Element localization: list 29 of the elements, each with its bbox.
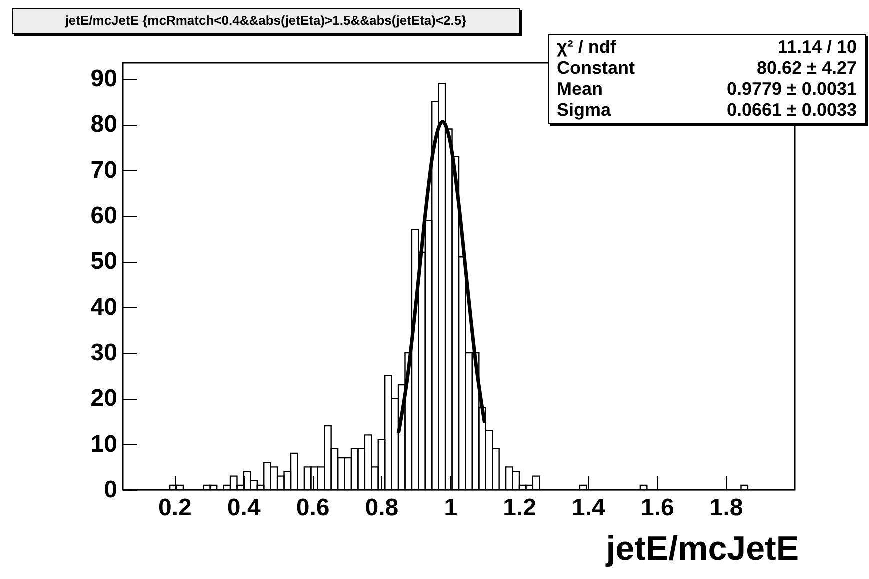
x-tick-label: 1.6 bbox=[640, 494, 674, 522]
y-tick-label: 90 bbox=[90, 65, 118, 92]
annotation: Constant bbox=[557, 58, 636, 79]
x-tick-label: 1.4 bbox=[572, 494, 606, 522]
y-tick-label: 60 bbox=[90, 202, 118, 230]
y-tick-label: 40 bbox=[90, 294, 118, 321]
x-tick-label: 0.2 bbox=[158, 494, 192, 522]
x-tick-label: 1.2 bbox=[503, 494, 536, 522]
x-tick-label: 1 bbox=[444, 494, 458, 522]
y-tick-label: 30 bbox=[90, 339, 118, 366]
annotation: Sigma bbox=[557, 100, 612, 121]
x-tick-label: 0.8 bbox=[365, 494, 399, 522]
y-tick-label: 70 bbox=[90, 156, 118, 184]
text: 11.14 / 10 bbox=[776, 37, 857, 58]
x-tick-label: 0.6 bbox=[296, 494, 330, 522]
x-tick-label: 1.8 bbox=[710, 494, 744, 522]
x-tick-label: 0.4 bbox=[227, 494, 262, 522]
x-axis-title: jetE/mcJetE bbox=[606, 530, 799, 569]
y-tick-label: 10 bbox=[90, 430, 118, 458]
y-tick-label: 20 bbox=[90, 385, 118, 412]
annotation: 0.9779 ± 0.0031 bbox=[726, 79, 857, 100]
y-tick-label: 0 bbox=[104, 476, 118, 504]
y-tick-label: 50 bbox=[90, 248, 118, 276]
y-tick-label: 80 bbox=[90, 111, 118, 138]
annotation: 80.62 ± 4.27 bbox=[756, 58, 857, 79]
annotation: Mean bbox=[557, 79, 604, 100]
text: χ² / ndf bbox=[557, 37, 618, 58]
chart-title: jetE/mcJetE {mcRmatch<0.4&&abs(jetEta)>1.5&&abs(jetEta)<2.5} bbox=[12, 8, 520, 34]
annotation: 0.0661 ± 0.0033 bbox=[726, 100, 857, 121]
